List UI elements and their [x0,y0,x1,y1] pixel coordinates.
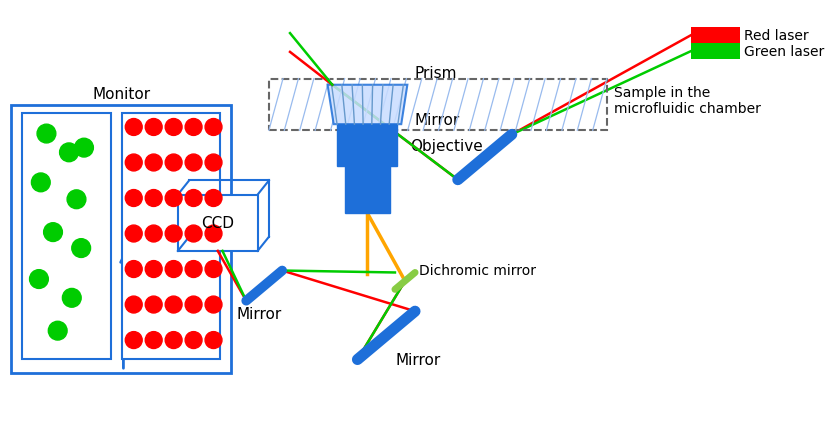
Circle shape [30,270,48,289]
Bar [269,79,607,131]
Circle shape [48,321,67,340]
Text: Prism: Prism [414,66,457,81]
Circle shape [185,119,202,136]
Circle shape [145,261,162,278]
Circle shape [165,297,182,313]
Circle shape [165,119,182,136]
Bar [691,28,740,44]
Circle shape [145,297,162,313]
Circle shape [185,332,202,349]
Circle shape [67,191,85,209]
Circle shape [165,226,182,242]
Circle shape [44,223,62,242]
Circle shape [145,190,162,207]
Bar [178,195,257,251]
Circle shape [205,190,222,207]
Circle shape [185,297,202,313]
Circle shape [165,155,182,172]
Text: Mirror: Mirror [396,353,441,367]
Circle shape [145,332,162,349]
Circle shape [185,155,202,172]
Circle shape [75,139,94,158]
Circle shape [32,173,50,192]
Text: Red laser: Red laser [744,29,808,43]
Circle shape [125,226,142,242]
Circle shape [145,155,162,172]
Circle shape [37,125,56,144]
Circle shape [165,190,182,207]
Circle shape [205,226,222,242]
Text: Sample in the
microfluidic chamber: Sample in the microfluidic chamber [614,85,761,116]
Text: Mirror: Mirror [237,307,282,321]
Text: Objective: Objective [410,138,482,153]
Bar [11,106,232,373]
Polygon shape [328,85,408,125]
Circle shape [205,297,222,313]
Circle shape [125,332,142,349]
Circle shape [60,144,78,162]
Circle shape [125,297,142,313]
Text: CCD: CCD [201,216,234,231]
Circle shape [62,289,81,307]
Text: Dichromic mirror: Dichromic mirror [419,263,536,277]
Circle shape [205,119,222,136]
Bar [121,113,220,359]
Circle shape [205,332,222,349]
Circle shape [125,155,142,172]
Circle shape [125,190,142,207]
Circle shape [145,226,162,242]
Circle shape [185,226,202,242]
Circle shape [125,119,142,136]
Text: Monitor: Monitor [92,86,150,102]
Bar [22,113,111,359]
Text: Mirror: Mirror [414,113,460,127]
Bar [338,125,398,167]
Circle shape [165,261,182,278]
Circle shape [205,261,222,278]
Circle shape [205,155,222,172]
Circle shape [71,239,90,258]
Bar [345,165,390,214]
Circle shape [145,119,162,136]
Text: Green laser: Green laser [744,45,824,59]
Circle shape [125,261,142,278]
Circle shape [165,332,182,349]
Bar [691,43,740,60]
Circle shape [185,190,202,207]
Circle shape [185,261,202,278]
